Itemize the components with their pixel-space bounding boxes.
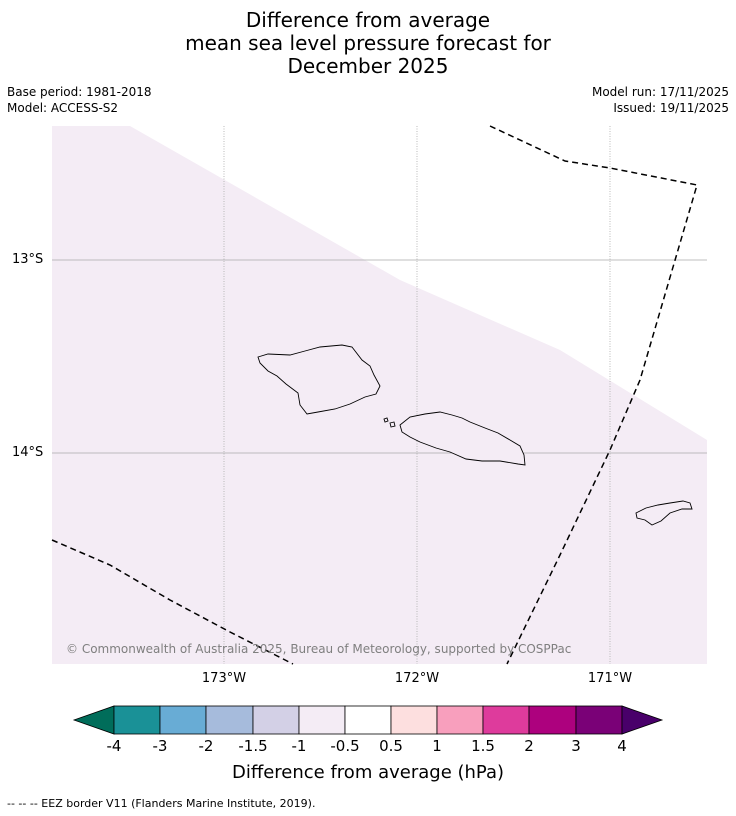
eez-border: [51, 125, 698, 665]
copyright-notice: © Commonwealth of Australia 2025, Bureau…: [66, 642, 572, 656]
colorbar-tick: -1: [291, 737, 307, 755]
title-line-3: December 2025: [287, 54, 449, 78]
apolima-islet: [389, 421, 396, 428]
colorbar-tick: -2: [198, 737, 214, 755]
islands: [257, 344, 693, 526]
lon-label-173w: 173°W: [201, 671, 247, 686]
colorbar-tick: -1.5: [238, 737, 268, 755]
colorbar-tick: 2: [524, 737, 534, 755]
base-period: Base period: 1981-2018: [7, 85, 152, 99]
colorbar-tick: 4: [617, 737, 627, 755]
model-name: Model: ACCESS-S2: [7, 101, 119, 115]
colorbar-title: Difference from average (hPa): [231, 762, 505, 783]
colorbar-tick: -4: [106, 737, 122, 755]
colorbar-tick: 3: [571, 737, 581, 755]
lon-label-171w: 171°W: [587, 671, 633, 686]
colorbar-tick: 1.5: [471, 737, 495, 755]
pressure-anomaly-region: [52, 126, 707, 664]
colorbar-tick: 0.5: [379, 737, 403, 755]
eez-legend: -- -- -- EEZ border V11 (Flanders Marine…: [7, 797, 316, 810]
colorbar-tick: -3: [152, 737, 168, 755]
title-line-1: Difference from average: [245, 8, 491, 32]
lat-label-13s: 13°S: [12, 252, 44, 267]
colorbar-tick: -0.5: [330, 737, 360, 755]
eez-border-north: [489, 125, 698, 665]
graticule: [52, 126, 707, 664]
lat-label-14s: 14°S: [12, 445, 44, 460]
savaii-island: [257, 344, 381, 415]
upolu-island: [399, 411, 526, 466]
manono-islet: [383, 417, 389, 423]
colorbar-tick: 1: [432, 737, 442, 755]
model-run: Model run: 17/11/2025: [591, 85, 729, 99]
lon-label-172w: 172°W: [394, 671, 440, 686]
title-line-2: mean sea level pressure forecast for: [185, 31, 551, 55]
issued-date: Issued: 19/11/2025: [613, 101, 729, 115]
eez-border-southwest: [51, 539, 294, 665]
tutuila-island: [635, 500, 693, 526]
